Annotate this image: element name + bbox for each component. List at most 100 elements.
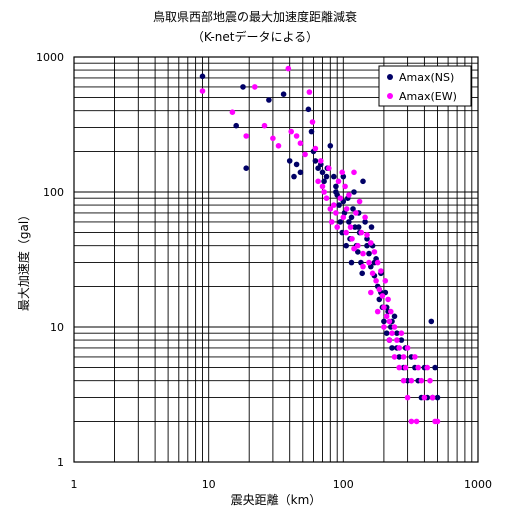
data-point-ew <box>418 377 425 384</box>
data-point-ew <box>312 145 319 152</box>
data-point-ns <box>233 122 239 129</box>
data-point-ew <box>371 249 378 255</box>
data-point-ew <box>351 245 357 252</box>
data-point-ew <box>333 210 339 216</box>
data-point-ew <box>346 192 352 198</box>
data-point-ew <box>355 242 361 249</box>
data-point-ns <box>308 128 315 135</box>
data-point-ew <box>261 122 268 129</box>
data-point-ew <box>243 133 249 139</box>
data-point-ew <box>382 278 389 284</box>
data-point-ns <box>321 178 327 185</box>
data-point-ns <box>286 158 293 164</box>
data-point-ns <box>355 224 362 230</box>
data-point-ew <box>366 259 372 266</box>
data-point-ns <box>383 330 390 337</box>
data-point-ew <box>398 330 405 337</box>
x-tick-label: 10 <box>202 478 216 491</box>
data-point-ns <box>333 189 339 195</box>
data-point-ew <box>396 364 403 371</box>
data-point-ew <box>385 296 391 303</box>
data-point-ns <box>434 394 441 401</box>
data-points <box>199 65 441 425</box>
data-point-ew <box>347 224 354 230</box>
data-point-ns <box>337 219 344 225</box>
chart-subtitle: （K-netデータによる） <box>192 29 318 44</box>
legend-label-ns: Amax(NS) <box>399 71 454 84</box>
data-point-ns <box>348 259 355 266</box>
data-point-ew <box>388 308 394 315</box>
data-point-ew <box>429 394 436 401</box>
data-point-ew <box>288 128 295 135</box>
data-point-ew <box>323 195 330 201</box>
legend-box <box>378 65 472 107</box>
data-point-ns <box>266 97 272 103</box>
data-point-ns <box>346 219 352 225</box>
data-point-ew <box>389 330 395 337</box>
data-point-ns <box>323 173 330 180</box>
data-point-ew <box>391 324 398 330</box>
data-point-ew <box>306 89 313 95</box>
data-point-ew <box>381 324 387 330</box>
data-point-ns <box>280 91 287 97</box>
legend-label-ew: Amax(EW) <box>399 90 457 103</box>
chart-title: 鳥取県西部地震の最大加速度距離減衰 <box>153 9 357 24</box>
data-point-ew <box>315 178 321 185</box>
y-tick-label: 100 <box>43 186 64 199</box>
data-point-ew <box>297 140 304 146</box>
data-point-ew <box>376 286 383 293</box>
x-tick-label: 1000 <box>464 478 492 491</box>
data-point-ns <box>350 206 356 212</box>
data-point-ew <box>342 183 348 190</box>
data-point-ew <box>343 229 350 236</box>
data-point-ns <box>333 183 339 190</box>
legend-marker-ns <box>387 74 393 80</box>
data-point-ns <box>293 161 300 168</box>
data-point-ew <box>379 293 386 299</box>
data-point-ew <box>302 151 308 158</box>
data-point-ew <box>293 133 300 139</box>
y-tick-label: 1 <box>57 456 64 469</box>
data-point-ew <box>331 202 337 208</box>
y-axis-label: 最大加速度（gal） <box>16 209 31 311</box>
data-point-ew <box>386 337 393 343</box>
data-point-ew <box>353 210 359 216</box>
data-point-ns <box>351 189 357 195</box>
data-point-ew <box>394 337 400 343</box>
y-tick-label: 10 <box>50 321 64 334</box>
data-point-ew <box>309 119 316 125</box>
data-point-ew <box>360 263 366 270</box>
data-point-ew <box>427 377 433 384</box>
data-point-ew <box>275 143 282 149</box>
data-point-ew <box>378 268 384 274</box>
data-point-ns <box>312 158 319 164</box>
data-point-ew <box>337 195 344 201</box>
data-point-ew <box>328 219 335 225</box>
data-point-ns <box>327 143 334 149</box>
y-tick-labels: 1 10 100 1000 <box>36 51 64 469</box>
data-point-ns <box>291 173 297 180</box>
data-point-ew <box>369 270 376 277</box>
data-point-ew <box>340 214 347 221</box>
data-point-ns <box>362 219 368 225</box>
data-point-ns <box>319 169 326 176</box>
data-point-ew <box>327 206 334 212</box>
data-point-ns <box>432 364 438 371</box>
data-point-ew <box>412 354 418 360</box>
plot-frame <box>73 56 479 463</box>
data-point-ew <box>374 308 381 315</box>
data-point-ns <box>366 250 372 257</box>
data-point-ew <box>334 224 341 230</box>
data-point-ns <box>398 337 405 343</box>
data-point-ew <box>373 278 379 284</box>
data-point-ns <box>355 249 361 255</box>
data-point-ew <box>199 88 206 94</box>
data-point-ew <box>408 377 415 384</box>
data-point-ns <box>199 73 206 80</box>
data-point-ns <box>428 318 435 325</box>
data-point-ns <box>368 224 375 230</box>
grid <box>74 57 478 462</box>
data-point-ns <box>381 318 387 325</box>
data-point-ns <box>394 330 400 337</box>
